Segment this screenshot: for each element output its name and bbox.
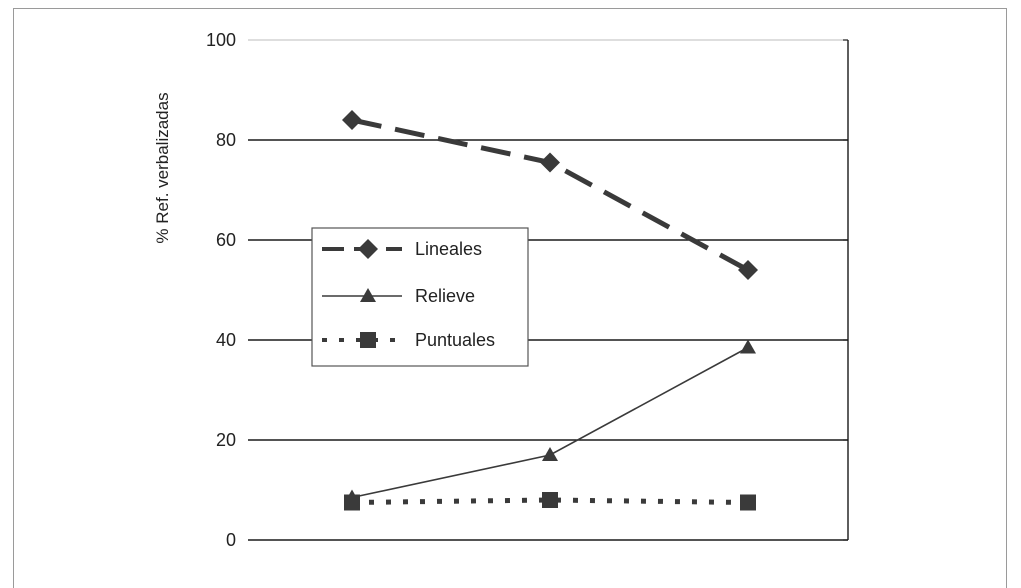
legend-box [311,227,529,367]
legend-label-puntuales: Puntuales [415,330,495,350]
data-point-lineales-1 [342,110,362,130]
y-tick-label: 60 [216,230,236,250]
series-puntuales [344,492,756,511]
data-point-relieve-2 [542,447,558,461]
data-point-lineales-3 [738,260,758,280]
line-chart: % Ref. verbalizadas 0 20 40 60 80 100 Lineale… [153,30,849,550]
legend-marker-relieve [360,288,376,302]
data-point-puntuales-2 [542,492,558,508]
chart-frame [13,8,1007,588]
series-lineales [342,110,758,280]
series-group [342,110,758,511]
y-tick-label: 0 [226,530,236,550]
y-tick-label: 40 [216,330,236,350]
y-tick-label: 80 [216,130,236,150]
y-axis-label: % Ref. verbalizadas [153,92,172,243]
data-point-puntuales-1 [344,494,360,511]
y-tick-label: 20 [216,430,236,450]
legend-marker-puntuales [360,332,376,348]
legend: Lineales Relieve Puntuales [311,227,529,367]
legend-label-lineales: Lineales [415,239,482,259]
data-point-relieve-3 [740,339,756,354]
data-point-lineales-2 [540,152,560,173]
series-line-relieve [351,346,749,499]
data-point-puntuales-3 [740,494,756,511]
axes [248,39,849,541]
y-tick-label: 100 [206,30,236,50]
legend-label-relieve: Relieve [415,286,475,306]
y-tick-labels: 0 20 40 60 80 100 [206,30,236,550]
legend-marker-lineales [358,239,378,259]
